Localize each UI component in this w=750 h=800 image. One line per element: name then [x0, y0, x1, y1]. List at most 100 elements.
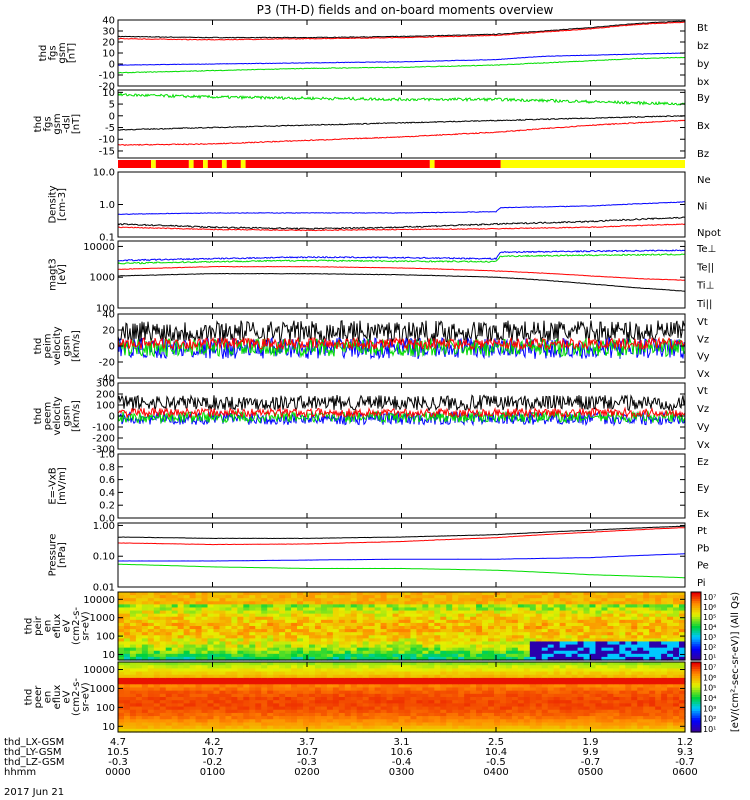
heatmap-cell — [511, 619, 519, 624]
heatmap-cell — [458, 607, 465, 612]
heatmap-cell — [291, 656, 298, 661]
heatmap-cell — [225, 719, 232, 724]
heatmap-cell — [613, 598, 620, 602]
heatmap-cell — [499, 610, 507, 615]
heatmap-cell — [195, 601, 203, 605]
heatmap-cell — [147, 677, 155, 682]
heatmap-cell — [499, 674, 507, 679]
heatmap-cell — [195, 716, 203, 720]
heatmap-cell — [559, 644, 567, 649]
heatmap-cell — [159, 706, 167, 711]
heatmap-cell — [135, 616, 143, 621]
heatmap-cell — [374, 728, 382, 733]
heatmap-cell — [470, 722, 477, 727]
heatmap-cell — [464, 616, 471, 621]
heatmap-cell — [177, 668, 185, 673]
heatmap-cell — [314, 641, 322, 646]
y-tick-label: 0 — [109, 111, 115, 122]
legend-entry: Pe — [697, 561, 709, 572]
heatmap-cell — [350, 662, 358, 666]
heatmap-cell — [303, 693, 310, 698]
heatmap-cell — [386, 687, 394, 692]
heatmap-cell — [279, 650, 286, 655]
heatmap-cell — [452, 592, 459, 596]
heatmap-cell — [386, 595, 394, 599]
heatmap-cell — [565, 703, 573, 708]
heatmap-cell — [613, 665, 620, 669]
heatmap-cell — [356, 697, 364, 701]
heatmap-cell — [350, 653, 358, 658]
heatmap-cell — [488, 684, 495, 689]
heatmap-cell — [434, 595, 441, 599]
heatmap-cell — [529, 728, 537, 733]
heatmap-cell — [535, 641, 543, 646]
heatmap-cell — [583, 626, 591, 630]
colorbar-cell — [691, 644, 701, 647]
heatmap-cell — [308, 595, 316, 599]
heatmap-cell — [673, 613, 680, 618]
heatmap-cell — [488, 712, 495, 717]
heatmap-cell — [118, 719, 125, 724]
heatmap-cell — [249, 616, 256, 621]
heatmap-cell — [189, 687, 197, 692]
heatmap-cell — [303, 706, 310, 711]
heatmap-cell — [225, 697, 232, 701]
heatmap-cell — [350, 632, 358, 636]
heatmap-cell — [523, 712, 531, 717]
heatmap-cell — [291, 728, 298, 733]
heatmap-cell — [488, 647, 495, 652]
heatmap-cell — [267, 684, 274, 689]
heatmap-cell — [207, 700, 215, 704]
heatmap-cell — [308, 706, 316, 711]
heatmap-cell — [141, 653, 149, 658]
heatmap-cell — [344, 632, 352, 636]
heatmap-cell — [362, 638, 370, 643]
heatmap-cell — [297, 626, 304, 630]
heatmap-cell — [595, 653, 603, 658]
heatmap-cell — [195, 622, 203, 627]
heatmap-cell — [231, 677, 238, 682]
heatmap-cell — [511, 644, 519, 649]
heatmap-cell — [297, 616, 304, 621]
heatmap-cell — [213, 693, 221, 698]
heatmap-cell — [326, 653, 334, 658]
heatmap-cell — [589, 635, 597, 639]
legend-entry: Vx — [697, 440, 710, 451]
heatmap-cell — [326, 703, 334, 708]
heatmap-cell — [273, 638, 280, 643]
heatmap-cell — [177, 629, 185, 633]
heatmap-cell — [165, 712, 173, 717]
heatmap-cell — [183, 709, 191, 714]
heatmap-cell — [631, 662, 638, 666]
heatmap-cell — [535, 638, 543, 643]
heatmap-cell — [332, 697, 340, 701]
colorbar-cell — [691, 720, 701, 724]
heatmap-cell — [440, 592, 447, 596]
heatmap-cell — [482, 662, 489, 666]
heatmap-cell — [398, 671, 406, 676]
heatmap-cell — [494, 725, 501, 730]
heatmap-cell — [494, 604, 501, 609]
heatmap-cell — [452, 647, 459, 652]
heatmap-cell — [123, 595, 131, 599]
legend-entry: Vx — [697, 369, 710, 380]
heatmap-cell — [374, 668, 382, 673]
heatmap-cell — [601, 703, 609, 708]
heatmap-cell — [571, 728, 579, 733]
heatmap-cell — [237, 690, 244, 695]
heatmap-cell — [368, 722, 376, 727]
heatmap-cell — [243, 647, 250, 652]
heatmap-cell — [553, 616, 561, 621]
heatmap-cell — [398, 607, 406, 612]
heatmap-cell — [452, 662, 459, 666]
heatmap-cell — [452, 687, 459, 692]
heatmap-cell — [595, 644, 603, 649]
heatmap-cell — [326, 725, 334, 730]
heatmap-cell — [458, 598, 465, 602]
heatmap-cell — [189, 690, 197, 695]
heatmap-cell — [303, 671, 310, 676]
heatmap-cell — [476, 687, 483, 692]
heatmap-cell — [350, 703, 358, 708]
heatmap-cell — [225, 668, 232, 673]
heatmap-cell — [625, 595, 632, 599]
